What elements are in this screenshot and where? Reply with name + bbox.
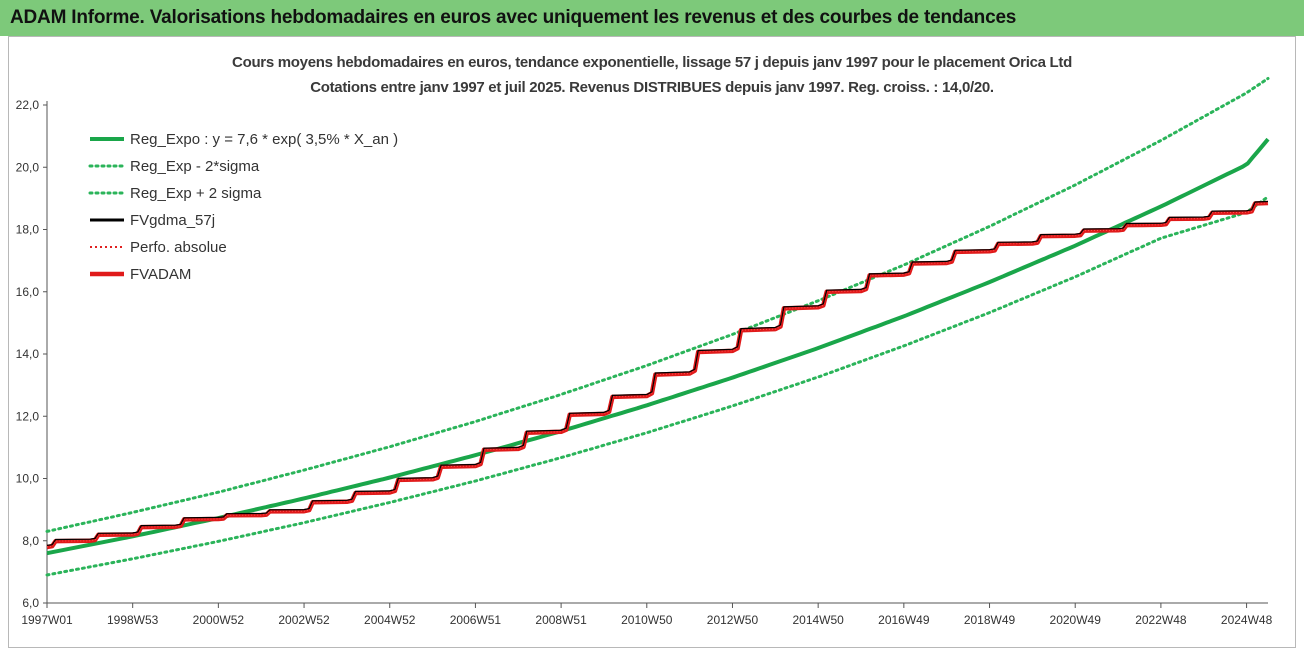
x-tick-label: 2022W48	[1135, 613, 1187, 627]
x-tick-label: 2016W49	[878, 613, 930, 627]
y-tick-label: 18,0	[16, 223, 40, 237]
y-tick-label: 20,0	[16, 160, 40, 174]
legend-reg-expo-label: Reg_Expo : y = 7,6 * exp( 3,5% * X_an )	[130, 131, 398, 148]
legend-reg-exp-minus-2sigma-label: Reg_Exp - 2*sigma	[130, 158, 260, 175]
x-tick-label: 2006W51	[450, 613, 502, 627]
y-tick-label: 8,0	[22, 534, 39, 548]
chart-subtitle: Cotations entre janv 1997 et juil 2025. …	[310, 79, 994, 96]
y-tick-label: 14,0	[16, 347, 40, 361]
x-tick-label: 2000W52	[193, 613, 245, 627]
series-reg-expo-line	[46, 137, 1270, 556]
y-tick-label: 6,0	[22, 596, 39, 610]
y-tick-label: 16,0	[16, 285, 40, 299]
chart-title: Cours moyens hebdomadaires en euros, ten…	[232, 54, 1072, 71]
y-tick-label: 10,0	[16, 472, 40, 486]
legend-perfo-absolue-label: Perfo. absolue	[130, 239, 227, 256]
series-perfo-absolue-line	[46, 202, 1269, 548]
legend-fvgdma-57j-label: FVgdma_57j	[130, 212, 215, 229]
report-title: ADAM Informe. Valorisations hebdomadaire…	[10, 7, 1017, 28]
x-tick-label: 1998W53	[107, 613, 159, 627]
x-tick-label: 2020W49	[1050, 613, 1102, 627]
x-tick-label: 1997W01	[21, 613, 73, 627]
x-tick-label: 2014W50	[792, 613, 844, 627]
series-reg-exp-plus-2sigma-line	[45, 77, 1270, 533]
series-fvgdma-57j-line	[46, 200, 1269, 546]
y-tick-label: 12,0	[16, 409, 40, 423]
x-tick-label: 2008W51	[535, 613, 587, 627]
legend-reg-exp-plus-2sigma-label: Reg_Exp + 2 sigma	[130, 185, 262, 202]
report-banner: ADAM Informe. Valorisations hebdomadaire…	[0, 0, 1304, 36]
x-tick-label: 2018W49	[964, 613, 1016, 627]
chart-frame	[8, 36, 1296, 648]
x-tick-label: 2010W50	[621, 613, 673, 627]
x-tick-label: 2012W50	[707, 613, 759, 627]
y-tick-label: 22,0	[16, 98, 40, 112]
series-reg-exp-minus-2sigma-line	[45, 195, 1270, 577]
x-tick-label: 2004W52	[364, 613, 416, 627]
legend-fvadam-label: FVADAM	[130, 266, 191, 283]
x-tick-label: 2024W48	[1221, 613, 1273, 627]
x-tick-label: 2002W52	[278, 613, 330, 627]
